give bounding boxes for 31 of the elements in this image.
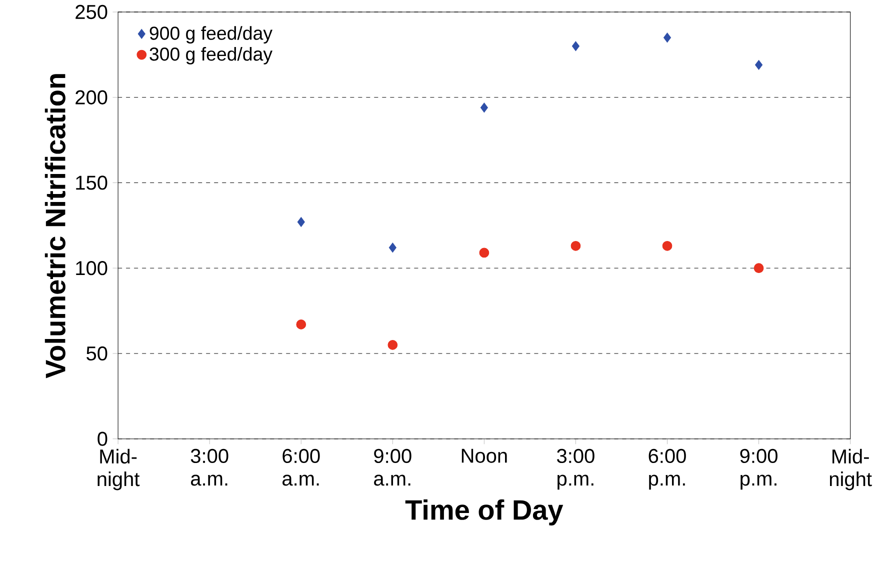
legend-label: 300 g feed/day	[150, 47, 272, 65]
x-tick-label: 9:00 p.m.	[740, 449, 778, 490]
y-tick-label: 200	[76, 90, 108, 105]
y-tick-label: 50	[86, 346, 108, 361]
x-axis-title: Time of Day	[405, 500, 564, 526]
x-tick-label: 9:00 a.m.	[374, 449, 412, 486]
point	[754, 263, 764, 274]
point	[662, 241, 672, 252]
x-tick-label: 3:00 a.m.	[190, 449, 228, 486]
point	[388, 340, 398, 350]
x-tick-label: Mid-night	[830, 449, 872, 490]
x-tick-label: 6:00 p.m.	[648, 449, 686, 490]
x-tick-label: 3:00 p.m.	[557, 449, 594, 490]
point	[755, 60, 763, 70]
x-tick-label: 6:00 a.m.	[282, 449, 320, 486]
y-tick-label: 150	[76, 176, 108, 190]
y-tick-label: 250	[76, 5, 108, 20]
point	[570, 241, 581, 252]
point	[297, 217, 305, 228]
point	[296, 320, 306, 330]
y-axis-title: Volumetric Nitrification	[44, 74, 66, 378]
x-tick-label: Mid-night	[98, 449, 140, 490]
point	[479, 248, 490, 258]
point	[663, 32, 672, 43]
x-tick-label: Noon	[462, 449, 507, 464]
point	[388, 242, 396, 253]
point	[572, 41, 580, 52]
point	[480, 102, 488, 113]
y-tick-label: 0	[98, 432, 108, 446]
y-tick-label: 100	[76, 261, 108, 276]
legend-label: 900 g feed/day	[150, 26, 272, 44]
